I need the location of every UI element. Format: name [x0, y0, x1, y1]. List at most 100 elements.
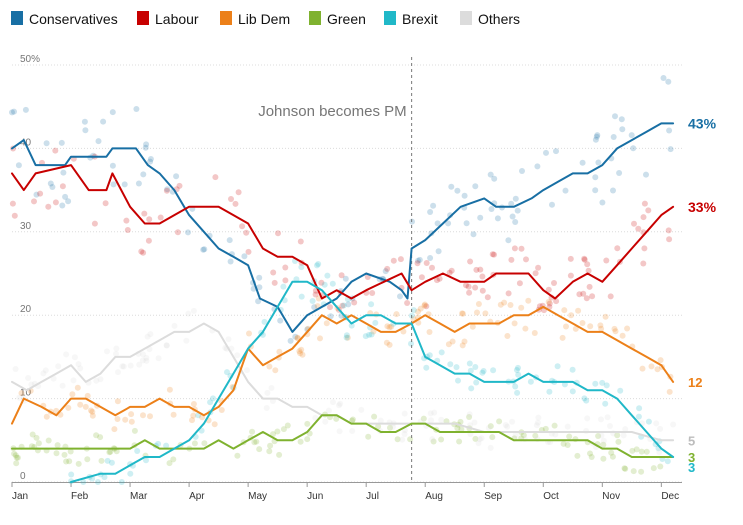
poll-dot-conservatives [49, 184, 56, 190]
poll-dot-others [16, 394, 23, 401]
poll-dot-others [136, 361, 143, 368]
poll-dot-others [155, 355, 162, 362]
poll-dot-labour [546, 300, 553, 307]
poll-dot-conservatives [397, 293, 403, 300]
poll-dot-conservatives [427, 255, 434, 261]
poll-dot-conservatives [660, 75, 667, 81]
poll-dot-lib-dem [579, 320, 586, 326]
poll-dot-conservatives [491, 175, 498, 182]
poll-dot-brexit [592, 380, 599, 387]
line-lib-dem [11, 305, 675, 425]
poll-dot-green [63, 458, 70, 465]
poll-dot-lib-dem [474, 309, 480, 316]
poll-dot-lib-dem [666, 388, 673, 395]
poll-dot-labour [586, 283, 593, 290]
poll-dot-brexit [362, 333, 369, 340]
y-tick-label-50: 50% [20, 54, 40, 65]
poll-dot-labour [665, 227, 672, 234]
poll-dot-others [438, 416, 445, 423]
poll-dot-brexit [515, 371, 522, 378]
poll-dot-others [607, 423, 613, 429]
poll-dot-conservatives [512, 219, 519, 225]
poll-dot-lib-dem [639, 365, 646, 372]
poll-dot-conservatives [109, 162, 116, 169]
line-green [11, 414, 675, 458]
poll-dot-conservatives [47, 180, 54, 187]
poll-dot-conservatives [594, 132, 601, 139]
poll-dot-labour [31, 198, 37, 205]
x-tick-label-dec: Dec [661, 491, 679, 502]
poll-dot-lib-dem [88, 407, 94, 414]
poll-dot-brexit [514, 389, 521, 396]
poll-dot-others [97, 376, 104, 383]
poll-dot-conservatives [618, 116, 625, 123]
poll-dot-labour [138, 248, 145, 255]
poll-dot-green [106, 449, 113, 456]
poll-dot-green [13, 460, 20, 467]
poll-dot-lib-dem [400, 328, 407, 335]
poll-dot-lib-dem [501, 299, 508, 306]
poll-dot-brexit [329, 280, 336, 287]
poll-dot-others [264, 389, 271, 396]
poll-dot-labour [146, 216, 153, 223]
poll-dot-conservatives [461, 192, 468, 199]
poll-dot-brexit [554, 363, 561, 370]
poll-dot-conservatives [121, 181, 128, 188]
poll-dot-brexit [513, 367, 520, 373]
poll-dot-others [225, 336, 232, 343]
poll-dot-conservatives [140, 171, 147, 178]
poll-dot-brexit [438, 349, 445, 356]
poll-dot-brexit [80, 479, 87, 485]
poll-dot-lib-dem [459, 310, 466, 317]
poll-dot-labour [327, 304, 333, 311]
poll-dot-green [170, 456, 177, 463]
poll-dot-others [401, 431, 408, 437]
poll-dot-brexit [104, 457, 111, 464]
legend-swatch-brexit [384, 11, 396, 25]
poll-dot-conservatives [15, 162, 22, 169]
poll-dot-brexit [118, 479, 125, 485]
poll-dot-others [428, 417, 435, 424]
poll-dot-labour [157, 214, 164, 221]
poll-dot-others [620, 432, 627, 439]
poll-dot-labour [479, 273, 486, 280]
poll-dot-brexit [599, 379, 606, 386]
poll-dot-lib-dem [386, 341, 393, 348]
poll-dot-labour [297, 238, 304, 245]
poll-dot-labour [545, 286, 552, 293]
poll-dot-green [267, 442, 274, 449]
poll-dot-conservatives [562, 187, 569, 194]
poll-dot-labour [243, 229, 250, 236]
x-axis: Jan Feb Mar Apr May Jun Jul Aug Sep Oct Nov Dec [11, 482, 682, 502]
poll-dot-labour [584, 261, 591, 268]
poll-dot-others [584, 415, 591, 422]
poll-dot-brexit [340, 302, 347, 309]
poll-dot-green [638, 468, 645, 475]
poll-dot-others [656, 449, 663, 456]
poll-dot-labour [390, 257, 397, 264]
poll-dot-brexit [645, 418, 652, 425]
poll-dot-conservatives [60, 169, 67, 176]
legend-label-green: Green [327, 11, 366, 27]
poll-dot-others [512, 431, 519, 438]
poll-dot-conservatives [82, 127, 89, 134]
poll-dot-conservatives [311, 304, 318, 311]
poll-dot-conservatives [110, 181, 117, 188]
poll-dot-others [59, 382, 66, 389]
poll-dot-conservatives [43, 140, 50, 147]
poll-dot-labour [429, 264, 435, 271]
line-brexit [70, 280, 675, 483]
poll-dot-green [629, 447, 636, 454]
poll-dots [9, 75, 677, 485]
poll-dot-others [115, 369, 121, 376]
poll-dot-conservatives [142, 144, 149, 151]
poll-dot-lib-dem [504, 333, 511, 339]
poll-dot-conservatives [543, 149, 549, 156]
poll-dot-labour [448, 267, 455, 274]
poll-dot-conservatives [610, 187, 616, 194]
poll-dot-green [13, 454, 20, 461]
poll-dot-conservatives [534, 163, 541, 170]
poll-dot-conservatives [665, 78, 672, 85]
poll-dot-green [456, 438, 463, 445]
poll-dot-others [190, 307, 197, 314]
